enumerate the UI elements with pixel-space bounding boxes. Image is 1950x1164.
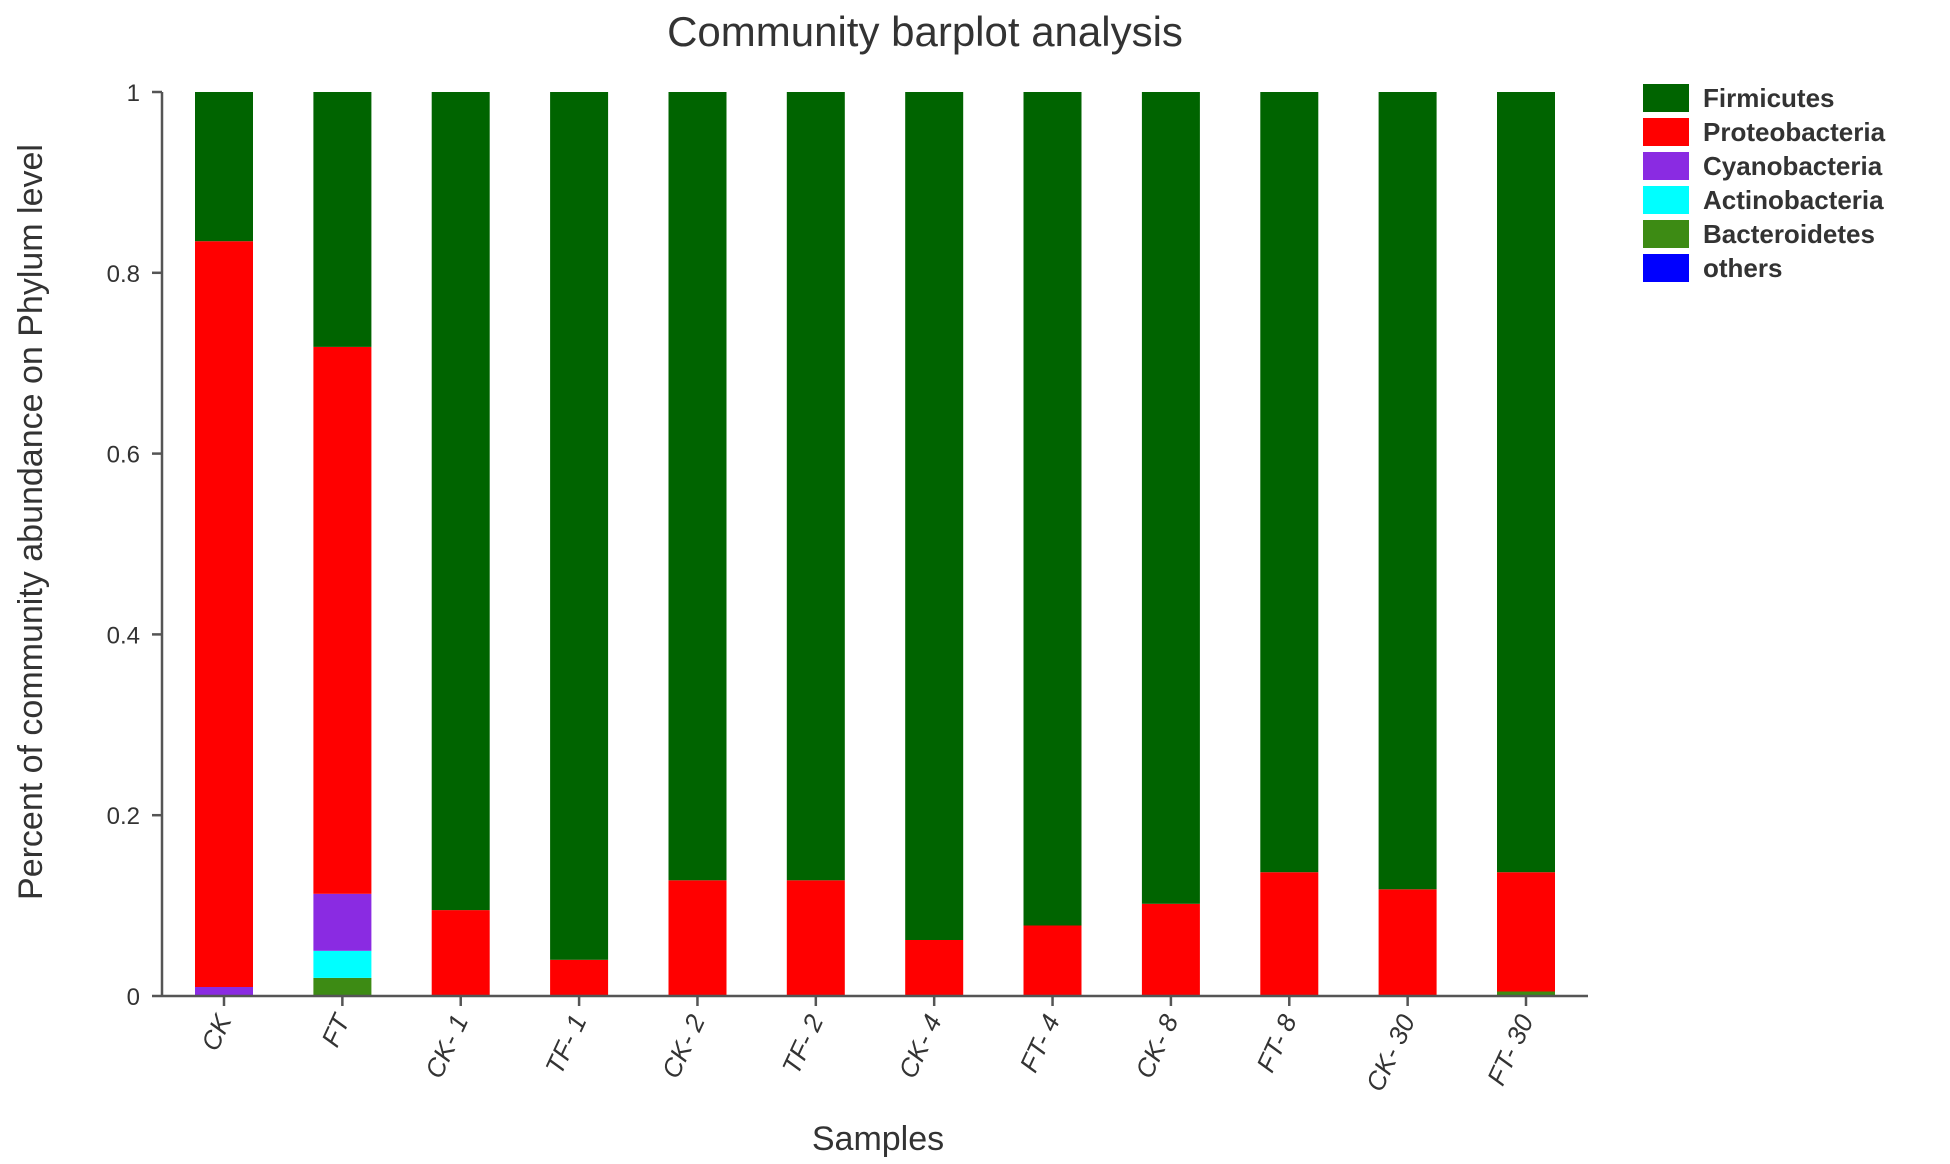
x-tick-label-tf-2: TF- 2	[776, 1009, 830, 1078]
x-tick-label-ft-30: FT- 30	[1481, 1009, 1540, 1089]
bar-ck-4-firmicutes	[905, 92, 964, 940]
y-tick-label: 0.2	[107, 803, 140, 830]
legend-label-bacteroidetes: Bacteroidetes	[1703, 219, 1875, 249]
x-tick-label-ck-30: CK- 30	[1360, 1009, 1422, 1096]
legend-swatch-cyanobacteria	[1643, 152, 1689, 180]
bar-ck-cyanobacteria	[195, 987, 253, 996]
legend-swatch-proteobacteria	[1643, 118, 1689, 146]
x-tick-label-ck: CK	[195, 1008, 238, 1055]
bar-ck-30-proteobacteria	[1378, 889, 1437, 996]
legend-label-actinobacteria: Actinobacteria	[1703, 185, 1884, 215]
x-tick-label-ck-2: CK- 2	[656, 1009, 712, 1082]
legend-swatch-others	[1643, 254, 1689, 282]
x-tick-label-ft: FT	[315, 1008, 357, 1051]
bar-ck-1-proteobacteria	[431, 910, 490, 996]
y-tick-label: 0.8	[107, 261, 140, 288]
x-tick-label-ft-8: FT- 8	[1250, 1009, 1303, 1076]
bar-ck-firmicutes	[195, 92, 253, 242]
bars-layer	[195, 92, 1555, 996]
bar-ft-8-firmicutes	[1260, 92, 1319, 873]
legend-swatch-bacteroidetes	[1643, 220, 1689, 248]
y-tick-label: 1	[127, 80, 140, 107]
bar-ft-bacteroidetes	[313, 977, 372, 996]
bar-ck-4-proteobacteria	[905, 940, 964, 996]
y-tick-label: 0.4	[107, 622, 140, 649]
bar-ck-2-proteobacteria	[668, 880, 727, 996]
legend-label-proteobacteria: Proteobacteria	[1703, 117, 1886, 147]
x-tick-label-ck-4: CK- 4	[892, 1010, 947, 1083]
chart-title: Community barplot analysis	[667, 8, 1183, 55]
bar-ft-actinobacteria	[313, 950, 372, 978]
bar-ft-30-proteobacteria	[1497, 872, 1555, 992]
bar-tf-2-firmicutes	[786, 92, 845, 881]
bar-ck-8-firmicutes	[1141, 92, 1200, 904]
bar-tf-2-proteobacteria	[786, 880, 845, 996]
bar-ft-4-firmicutes	[1023, 92, 1082, 926]
bar-ft-proteobacteria	[313, 346, 372, 894]
bar-ft-30-firmicutes	[1497, 92, 1555, 873]
bar-ft-30-bacteroidetes	[1497, 991, 1555, 996]
bar-ck-8-proteobacteria	[1141, 903, 1200, 996]
y-tick-label: 0.6	[107, 442, 140, 469]
bar-ft-firmicutes	[313, 92, 372, 347]
legend: Firmicutes Proteobacteria Cyanobacteria Act…	[1643, 83, 1886, 283]
x-tick-label-ft-4: FT- 4	[1014, 1010, 1066, 1077]
bar-ft-8-proteobacteria	[1260, 872, 1319, 996]
legend-label-cyanobacteria: Cyanobacteria	[1703, 151, 1883, 181]
x-axis-label: Samples	[812, 1120, 944, 1158]
x-tick-label-ck-1: CK- 1	[419, 1010, 474, 1083]
legend-swatch-actinobacteria	[1643, 186, 1689, 214]
bar-ck-proteobacteria	[195, 241, 253, 987]
legend-swatch-firmicutes	[1643, 84, 1689, 112]
y-tick-label: 0	[127, 984, 140, 1011]
x-tick-label-ck-8: CK- 8	[1129, 1009, 1185, 1082]
y-axis-label: Percent of community abundance on Phylum…	[12, 144, 50, 900]
bar-ck-2-firmicutes	[668, 92, 727, 881]
legend-label-firmicutes: Firmicutes	[1703, 83, 1835, 113]
bar-ck-30-firmicutes	[1378, 92, 1437, 890]
bar-ft-4-proteobacteria	[1023, 925, 1082, 996]
x-tick-label-tf-1: TF- 1	[539, 1010, 592, 1079]
bar-tf-1-firmicutes	[550, 92, 609, 960]
legend-label-others: others	[1703, 253, 1782, 283]
bar-ft-cyanobacteria	[313, 893, 372, 951]
bar-tf-1-proteobacteria	[550, 959, 609, 996]
bar-ck-1-firmicutes	[431, 92, 490, 911]
